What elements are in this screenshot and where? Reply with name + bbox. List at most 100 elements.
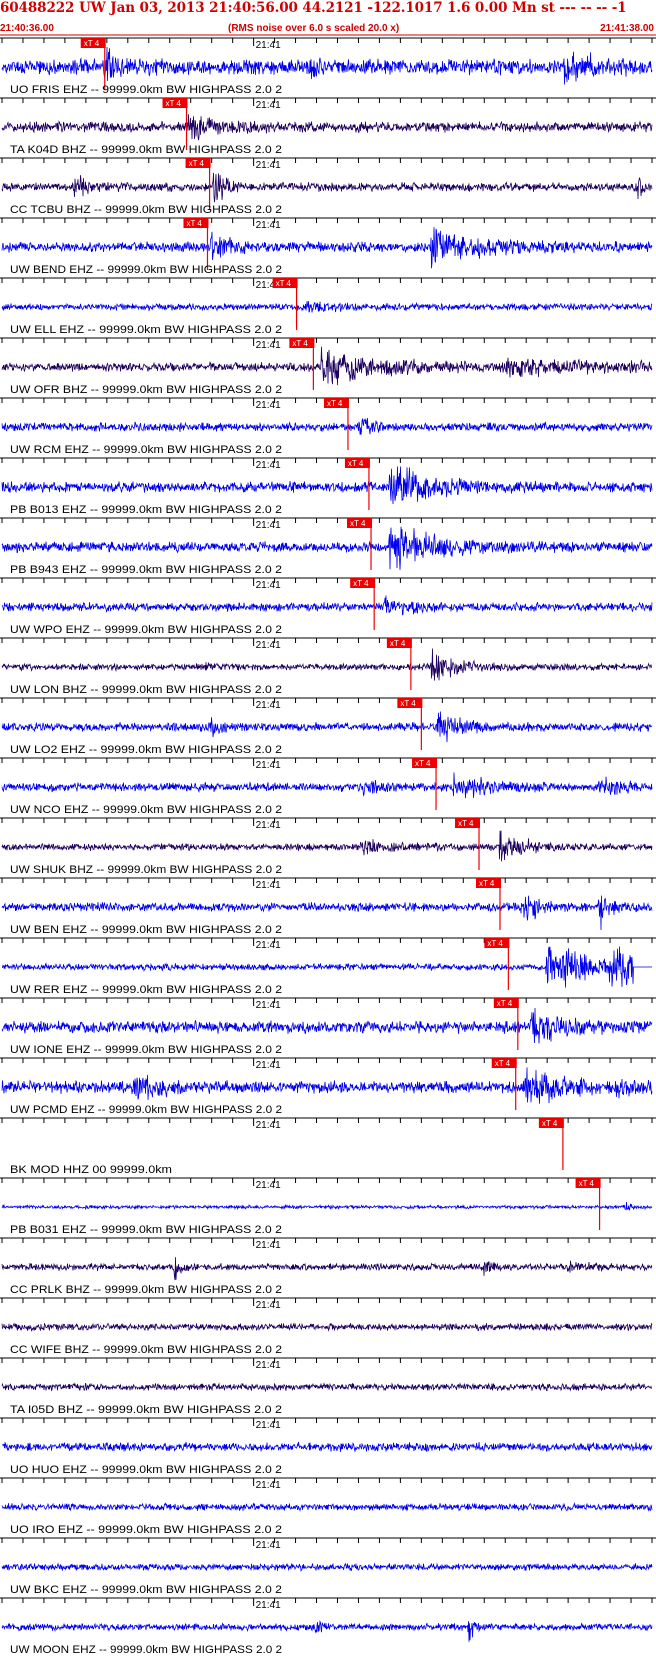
trace-panel: 21:41 xT 4 UW NCO EHZ -- 99999.0km BW HIGH… [0,757,656,816]
station-label: UW MOON EHZ -- 99999.0km BW HIGHPASS 2.0… [10,1644,282,1656]
station-label: CC WIFE BHZ -- 99999.0km BW HIGHPASS 2.0… [10,1344,282,1356]
waveform-line [1,648,652,681]
pick-label: xT 4 [348,459,364,468]
waveform-line [1,711,653,743]
station-label: CC PRLK BHZ -- 99999.0km BW HIGHPASS 2.0… [10,1284,282,1296]
trace-panel: 21:41 UW MOON EHZ -- 99999.0km BW HIGHPAS… [0,1597,656,1656]
minute-label: 21:41 [256,520,281,531]
waveform-line [1,1257,653,1281]
pick-marker [272,278,298,288]
pick-label: xT 4 [495,1059,511,1068]
pick-label: xT 4 [186,219,202,228]
trace-panel: 21:41 TA I05D BHZ -- 99999.0km BW HIGHPAS… [0,1357,656,1416]
station-label: UO HUO EHZ -- 99999.0km BW HIGHPASS 2.0 … [10,1464,282,1476]
pick-label: xT 4 [390,639,406,648]
minute-label: 21:41 [256,40,281,51]
pick-label: xT 4 [579,1179,595,1188]
waveform-line [1,346,653,386]
pick-label: xT 4 [327,399,343,408]
minute-label: 21:41 [256,1480,281,1491]
trace-panel: 21:41 xT 4 UW RCM EHZ -- 99999.0km BW HIGH… [0,397,656,456]
end-time-label: 21:41:38.00 [600,23,654,34]
pick-marker [289,338,315,348]
waveform-line [1,417,653,435]
trace-panel: 21:41 xT 4 PB B031 EHZ -- 99999.0km BW HIG… [0,1177,656,1236]
trace-panel: 21:41 xT 4 UO FRIS EHZ -- 99999.0km BW HIG… [0,37,656,96]
minute-label: 21:41 [256,1420,281,1431]
pick-marker [412,758,438,768]
trace-panel: 21:41 xT 4 UW IONE EHZ -- 99999.0km BW HIG… [0,997,656,1056]
station-label: UW SHUK BHZ -- 99999.0km BW HIGHPASS 2.0… [10,864,282,876]
station-label: UW BEN EHZ -- 99999.0km BW HIGHPASS 2.0 … [10,924,282,936]
station-label: PB B943 EHZ -- 99999.0km BW HIGHPASS 2.0… [10,564,282,576]
pick-label: xT 4 [542,1119,558,1128]
trace-panel: 21:41 xT 4 TA K04D BHZ -- 99999.0km BW HIG… [0,97,656,156]
trace-panel: 21:41 xT 4 UW RER EHZ -- 99999.0km BW HIGH… [0,937,656,996]
trace-panel: 21:41 UO HUO EHZ -- 99999.0km BW HIGHPASS… [0,1417,656,1476]
station-label: UW LON BHZ -- 99999.0km BW HIGHPASS 2.0 … [10,684,282,696]
pick-label: xT 4 [292,339,308,348]
minute-label: 21:41 [256,100,281,111]
trace-panel: 21:41 xT 4 PB B943 EHZ -- 99999.0km BW HIG… [0,517,656,576]
minute-label: 21:41 [256,340,281,351]
waveform-line [1,1382,653,1393]
start-time-label: 21:40:36.00 [0,23,54,34]
minute-label: 21:41 [256,700,281,711]
trace-panel: 21:41 xT 4 UW LON BHZ -- 99999.0km BW HIGH… [0,637,656,696]
trace-panel: 21:41 xT 4 UW OFR BHZ -- 99999.0km BW HIGH… [0,337,656,396]
minute-label: 21:41 [256,940,281,951]
minute-label: 21:41 [256,1600,281,1611]
minute-label: 21:41 [256,820,281,831]
trace-panel: 21:41 xT 4 CC TCBU BHZ -- 99999.0km BW HIG… [0,157,656,216]
pick-label: xT 4 [276,279,292,288]
pick-marker [493,998,519,1008]
pick-marker [397,698,423,708]
waveform-line [1,830,653,862]
pick-marker [575,1178,601,1188]
trace-panel: 21:41 CC WIFE BHZ -- 99999.0km BW HIGHPAS… [0,1297,656,1356]
station-label: UO FRIS EHZ -- 99999.0km BW HIGHPASS 2.0… [10,84,282,96]
minute-label: 21:41 [256,220,281,231]
station-label: UW NCO EHZ -- 99999.0km BW HIGHPASS 2.0 … [10,804,282,816]
minute-label: 21:41 [256,1120,281,1131]
waveform-line [1,466,653,505]
pick-marker [491,1058,517,1068]
station-label: UW OFR BHZ -- 99999.0km BW HIGHPASS 2.0 … [10,384,282,396]
waveform-line [1,227,653,269]
pick-label: xT 4 [353,579,369,588]
trace-panel: 21:41 CC PRLK BHZ -- 99999.0km BW HIGHPAS… [0,1237,656,1296]
waveform-line [1,595,653,616]
station-label: UW ELL EHZ -- 99999.0km BW HIGHPASS 2.0 … [10,324,282,336]
minute-label: 21:41 [256,880,281,891]
pick-marker [475,878,501,888]
pick-label: xT 4 [84,39,100,48]
minute-label: 21:41 [256,460,281,471]
station-label: UW BKC EHZ -- 99999.0km BW HIGHPASS 2.0 … [10,1584,282,1596]
trace-panel: 21:41 xT 4 UW BEN EHZ -- 99999.0km BW HIGH… [0,877,656,936]
pick-marker [185,158,211,168]
minute-label: 21:41 [256,640,281,651]
waveform-line [1,1441,653,1453]
trace-panel: 21:41 xT 4 UW SHUK BHZ -- 99999.0km BW HIG… [0,817,656,876]
pick-marker [538,1118,564,1128]
minute-label: 21:41 [256,1540,281,1551]
trace-panel: 21:41 xT 4 UW PCMD EHZ -- 99999.0km BW HIG… [0,1057,656,1116]
waveform-line [1,772,653,799]
trace-panel: 21:41 xT 4 UW WPO EHZ -- 99999.0km BW HIGH… [0,577,656,636]
pick-label: xT 4 [189,159,205,168]
page-title: 60488222 UW Jan 03, 2013 21:40:56.00 44.… [0,0,627,16]
trace-panel: 21:41 UO IRO EHZ -- 99999.0km BW HIGHPASS… [0,1477,656,1536]
waveform-line [2,946,652,988]
waveform-line [1,526,653,570]
waveform-line [1,1322,653,1333]
station-label: PB B013 EHZ -- 99999.0km BW HIGHPASS 2.0… [10,504,282,516]
trace-panel: 21:41 xT 4 BK MOD HHZ 00 99999.0km [0,1117,656,1176]
station-label: UW IONE EHZ -- 99999.0km BW HIGHPASS 2.0… [10,1044,282,1056]
pick-marker [347,518,373,528]
minute-label: 21:41 [256,160,281,171]
waveform-line [1,1067,653,1104]
waveform-line [1,172,653,203]
waveform-line [1,114,653,141]
